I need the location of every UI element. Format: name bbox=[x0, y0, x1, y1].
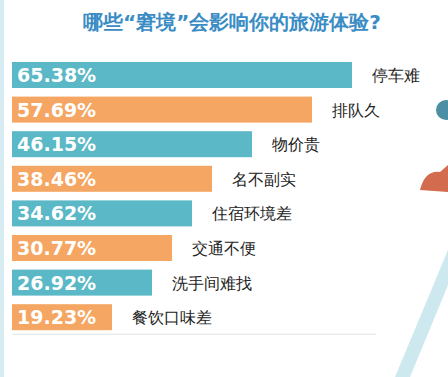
category-label: 餐饮口味差 bbox=[132, 308, 212, 327]
category-label: 物价贵 bbox=[272, 135, 320, 154]
data-label: 30.77% bbox=[17, 237, 96, 259]
left-border bbox=[0, 0, 4, 377]
category-label: 交通不便 bbox=[192, 239, 256, 258]
bar bbox=[12, 304, 112, 330]
chart: 哪些“窘境”会影响你的旅游体验? 65.38% 停车难 57.69% 排队久 46.15%… bbox=[0, 0, 448, 377]
data-label: 19.23% bbox=[17, 306, 96, 328]
bar bbox=[12, 235, 172, 261]
bar bbox=[12, 166, 212, 192]
title: 哪些“窘境”会影响你的旅游体验? bbox=[83, 10, 381, 34]
category-label: 停车难 bbox=[372, 66, 420, 85]
labels: 65.38% 停车难 57.69% 排队久 46.15% 物价贵 38.46% 名不副实 34.… bbox=[17, 64, 420, 328]
category-label: 住宿环境差 bbox=[211, 204, 292, 223]
data-label: 57.69% bbox=[17, 99, 96, 121]
bar bbox=[12, 200, 192, 226]
category-label: 名不副实 bbox=[232, 170, 296, 189]
chart-root: 哪些“窘境”会影响你的旅游体验? 65.38% 停车难 57.69% 排队久 46.15%… bbox=[0, 0, 448, 377]
x-axis-line bbox=[12, 334, 376, 335]
bar bbox=[12, 131, 252, 157]
data-label: 46.15% bbox=[17, 133, 96, 155]
bar bbox=[12, 97, 312, 123]
deco-cloud bbox=[420, 165, 448, 192]
category-label: 排队久 bbox=[332, 101, 380, 120]
bar bbox=[12, 62, 352, 88]
data-label: 26.92% bbox=[17, 272, 96, 294]
bar bbox=[12, 270, 152, 296]
data-label: 65.38% bbox=[17, 64, 96, 86]
data-label: 34.62% bbox=[17, 202, 96, 224]
deco-dot bbox=[436, 100, 448, 120]
category-label: 洗手间难找 bbox=[172, 274, 252, 293]
data-label: 38.46% bbox=[17, 168, 96, 190]
deco-stripe bbox=[395, 250, 448, 377]
bars bbox=[12, 62, 352, 330]
